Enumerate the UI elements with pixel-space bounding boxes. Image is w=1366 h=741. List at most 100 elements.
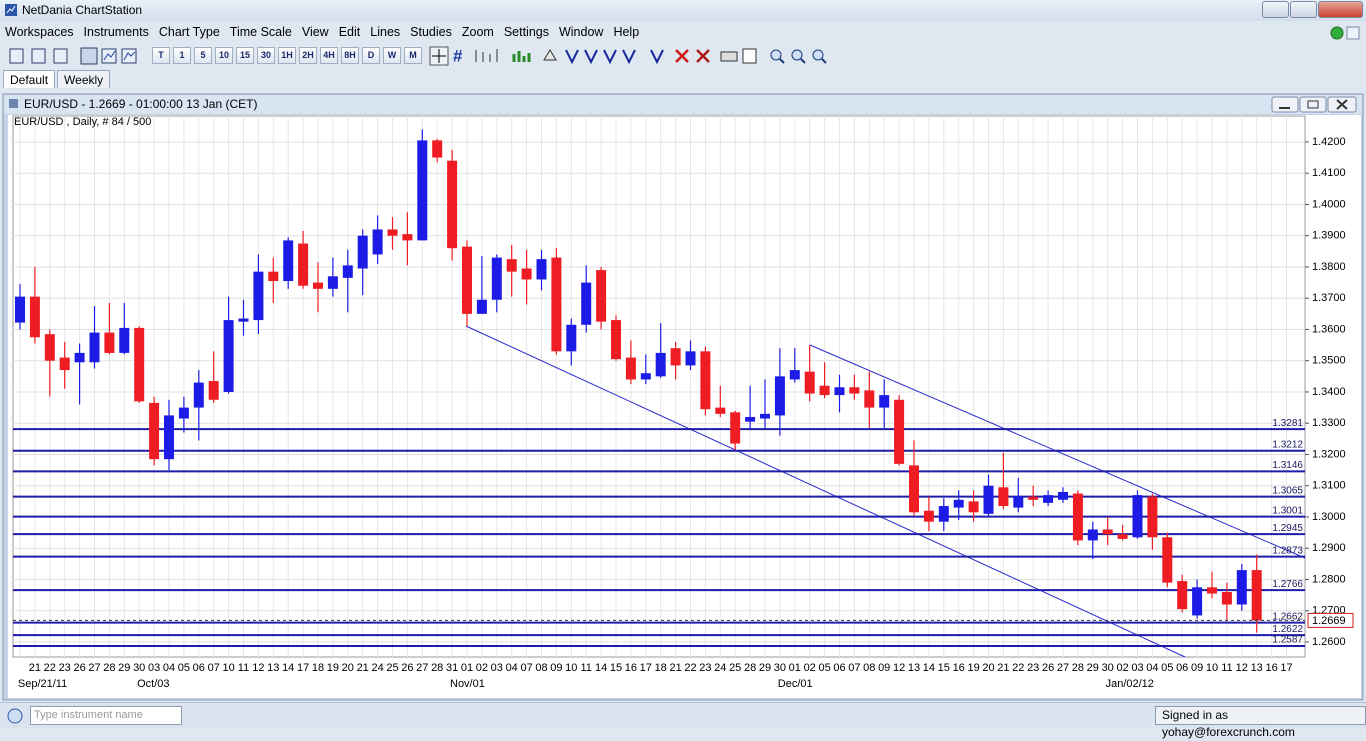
timescale-button[interactable]: 8H xyxy=(341,47,359,64)
minimize-button[interactable] xyxy=(1262,1,1289,18)
x-tick-label: 01 xyxy=(461,662,473,674)
x-tick-label: 17 xyxy=(640,662,652,674)
menu-item[interactable]: Zoom xyxy=(461,25,494,39)
menu-item[interactable]: Workspaces xyxy=(5,25,74,39)
menu-item[interactable]: Help xyxy=(613,25,640,39)
candle-body xyxy=(1102,529,1113,535)
x-tick-label: 17 xyxy=(1280,662,1292,674)
x-tick-label: 09 xyxy=(1191,662,1203,674)
x-tick-label: 24 xyxy=(714,662,726,674)
timescale-button[interactable]: 15 xyxy=(236,47,254,64)
x-tick-label: 09 xyxy=(878,662,890,674)
timescale-button[interactable]: W xyxy=(383,47,401,64)
menu-item[interactable]: Window xyxy=(558,25,604,39)
x-tick-label: 11 xyxy=(580,662,591,674)
candle-body xyxy=(119,327,130,353)
menu-item[interactable]: View xyxy=(301,25,329,39)
x-tick-label: 13 xyxy=(267,662,279,674)
menu-item[interactable]: Studies xyxy=(410,25,452,39)
candle-body xyxy=(1013,496,1024,508)
candle-body xyxy=(804,371,815,394)
x-tick-label: 26 xyxy=(73,662,85,674)
menu-item[interactable]: Instruments xyxy=(83,25,149,39)
candle-body xyxy=(342,265,353,278)
svg-text:#: # xyxy=(453,46,463,65)
maximize-button[interactable] xyxy=(1290,1,1317,18)
candle-body xyxy=(521,268,532,280)
candle-body xyxy=(372,229,383,255)
x-tick-label: 16 xyxy=(953,662,965,674)
timescale-button[interactable]: 1 xyxy=(173,47,191,64)
menu-item[interactable]: Settings xyxy=(503,25,549,39)
x-tick-label: 08 xyxy=(863,662,875,674)
y-tick-label: 1.3500 xyxy=(1312,355,1346,367)
level-label: 1.2662 xyxy=(1272,611,1303,622)
y-tick-label: 1.3900 xyxy=(1312,230,1346,242)
timescale-button[interactable]: 1H xyxy=(278,47,296,64)
timescale-button[interactable]: 5 xyxy=(194,47,212,64)
timescale-button[interactable]: 4H xyxy=(320,47,338,64)
instrument-search[interactable]: Type instrument name xyxy=(30,706,182,725)
x-tick-label: 02 xyxy=(476,662,488,674)
y-tick-label: 1.3700 xyxy=(1312,292,1346,304)
level-label: 1.2766 xyxy=(1272,579,1303,590)
minimize-button[interactable] xyxy=(1271,96,1299,113)
x-tick-label: 25 xyxy=(386,662,398,674)
candle-body xyxy=(834,387,845,396)
workspace-tab[interactable]: Weekly xyxy=(57,70,111,88)
y-tick-label: 1.3400 xyxy=(1312,386,1346,398)
x-tick-label: 20 xyxy=(342,662,354,674)
candle-body xyxy=(476,299,487,314)
toolbar: # T 1 5 10 15 30 1H 2H 4H 8H D W M xyxy=(0,44,1366,68)
candle-body xyxy=(89,332,100,363)
x-tick-label: 07 xyxy=(848,662,860,674)
timescale-button[interactable]: T xyxy=(152,47,170,64)
candle-body xyxy=(417,140,428,241)
candle-body xyxy=(44,334,55,361)
candle-body xyxy=(1028,496,1039,500)
app-icon xyxy=(5,4,17,16)
workspace-tab[interactable]: Default xyxy=(3,70,56,88)
timescale-button[interactable]: 30 xyxy=(257,47,275,64)
menu-item[interactable]: Edit xyxy=(338,25,361,39)
x-tick-label: 02 xyxy=(804,662,816,674)
candle-body xyxy=(655,352,666,377)
candle-body xyxy=(685,351,696,366)
candle-body xyxy=(223,320,234,392)
close-button[interactable] xyxy=(1318,1,1363,18)
candle-body xyxy=(357,235,368,269)
candle-body xyxy=(879,395,890,408)
timescale-buttons: T 1 5 10 15 30 1H 2H 4H 8H D W M xyxy=(152,47,422,64)
candle-body xyxy=(596,270,607,322)
candle-body xyxy=(1117,534,1128,539)
trend-line xyxy=(465,325,1186,658)
x-tick-label: 23 xyxy=(59,662,71,674)
menu-item[interactable]: Time Scale xyxy=(229,25,292,39)
timescale-button[interactable]: D xyxy=(362,47,380,64)
timescale-button[interactable]: M xyxy=(404,47,422,64)
menu-item[interactable]: Lines xyxy=(370,25,401,39)
x-tick-label: 10 xyxy=(1206,662,1218,674)
timescale-button[interactable]: 10 xyxy=(215,47,233,64)
candle-body xyxy=(849,387,860,394)
level-label: 1.2622 xyxy=(1272,624,1303,635)
x-tick-label: 18 xyxy=(312,662,324,674)
candle-body xyxy=(789,370,800,380)
period-label: Jan/02/12 xyxy=(1106,678,1154,690)
candle-body xyxy=(1072,493,1083,541)
candle-body xyxy=(491,257,502,300)
x-tick-label: 10 xyxy=(565,662,577,674)
x-tick-label: 28 xyxy=(744,662,756,674)
close-glyph xyxy=(1336,99,1348,110)
menu-item[interactable]: Chart Type xyxy=(158,25,220,39)
x-tick-label: 30 xyxy=(133,662,145,674)
candle-body xyxy=(387,229,398,236)
candle-body xyxy=(283,240,294,282)
restore-button[interactable] xyxy=(1299,96,1327,113)
period-label: Oct/03 xyxy=(137,678,169,690)
x-tick-label: 17 xyxy=(297,662,309,674)
candle-body xyxy=(134,327,145,402)
x-tick-label: 28 xyxy=(103,662,115,674)
timescale-button[interactable]: 2H xyxy=(299,47,317,64)
candle-body xyxy=(1162,537,1173,583)
